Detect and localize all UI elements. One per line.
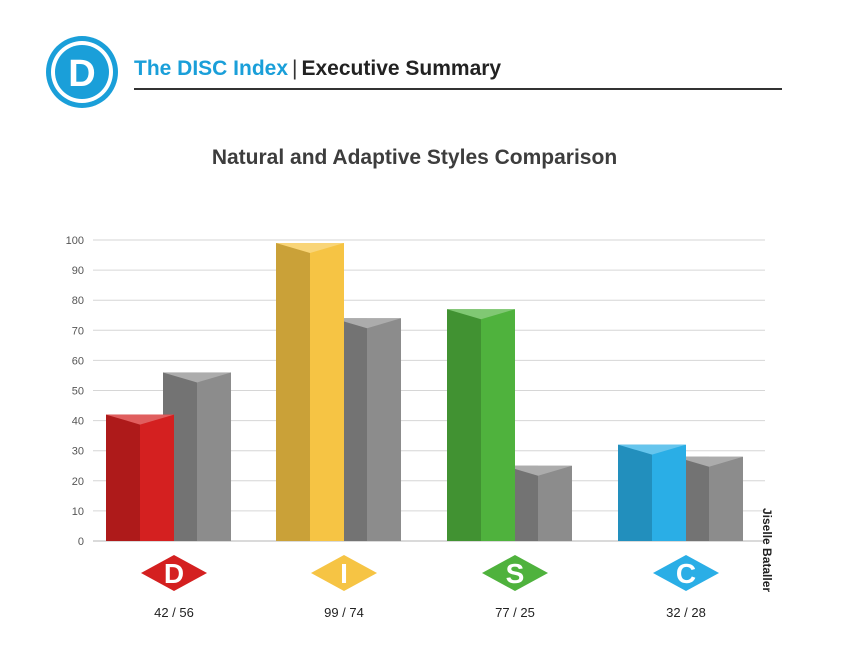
adaptive-bar-s-top-face: [504, 465, 572, 476]
y-tick-label: 80: [72, 295, 84, 307]
natural-bar-c-left-face: [618, 444, 652, 541]
y-tick-label: 60: [72, 355, 84, 367]
y-tick-label: 20: [72, 476, 84, 488]
logo-letter: D: [68, 53, 95, 95]
value-label-i: 99 / 74: [324, 605, 364, 620]
natural-bar-d: [106, 414, 174, 541]
natural-bar-i-right-face: [310, 243, 344, 541]
adaptive-bar-d-top-face: [163, 372, 231, 383]
natural-bar-d-right-face: [140, 414, 174, 541]
category-diamond-s: [482, 555, 548, 591]
natural-bar-s-top-face: [447, 309, 515, 320]
natural-bar-i-top-face: [276, 243, 344, 254]
value-label-c: 32 / 28: [666, 605, 706, 620]
disc-d-logo-icon: D: [46, 36, 118, 108]
adaptive-bar-d-right-face: [197, 372, 231, 541]
participant-name: Jiselle Bataller: [760, 508, 774, 593]
natural-bar-d-top-face: [106, 414, 174, 425]
category-diamond-d: [141, 555, 207, 591]
y-tick-label: 50: [72, 386, 84, 398]
report-title: The DISC Index | Executive Summary: [134, 55, 501, 83]
value-label-s: 77 / 25: [495, 605, 535, 620]
natural-bar-c-right-face: [652, 444, 686, 541]
category-letter-d: D: [164, 558, 184, 589]
chart-title-block: Natural and Adaptive Styles Comparison: [0, 146, 841, 170]
y-tick-label: 10: [72, 506, 84, 518]
y-tick-label: 0: [78, 536, 84, 548]
natural-bar-s: [447, 309, 515, 541]
category-letter-i: I: [340, 558, 348, 589]
adaptive-bar-i-top-face: [333, 318, 401, 329]
category-letter-s: S: [506, 558, 525, 589]
natural-bar-d-left-face: [106, 414, 140, 541]
report-subtitle: Executive Summary: [301, 57, 502, 80]
adaptive-bar-c-right-face: [709, 456, 743, 541]
category-diamond-c: [653, 555, 719, 591]
natural-bar-s-left-face: [447, 309, 481, 541]
title-separator: |: [292, 57, 298, 80]
category-diamond-i: [311, 555, 377, 591]
adaptive-bar-i-right-face: [367, 318, 401, 541]
report-header: D The DISC Index | Executive Summary: [0, 0, 841, 110]
y-tick-label: 40: [72, 416, 84, 428]
adaptive-bar-c-top-face: [675, 456, 743, 467]
y-tick-label: 90: [72, 265, 84, 277]
natural-bar-i: [276, 243, 344, 541]
value-label-d: 42 / 56: [154, 605, 194, 620]
natural-bar-s-right-face: [481, 309, 515, 541]
chart-title: Natural and Adaptive Styles Comparison: [211, 146, 618, 169]
header-divider: [134, 88, 782, 90]
natural-bar-c: [618, 444, 686, 541]
y-tick-label: 100: [66, 235, 84, 247]
brand-name: The DISC Index: [134, 57, 289, 80]
natural-bar-c-top-face: [618, 444, 686, 455]
category-letter-c: C: [676, 558, 696, 589]
adaptive-bar-d: [163, 372, 231, 541]
y-tick-label: 70: [72, 325, 84, 337]
natural-bar-i-left-face: [276, 243, 310, 541]
y-tick-label: 30: [72, 446, 84, 458]
adaptive-bar-s-right-face: [538, 465, 572, 541]
